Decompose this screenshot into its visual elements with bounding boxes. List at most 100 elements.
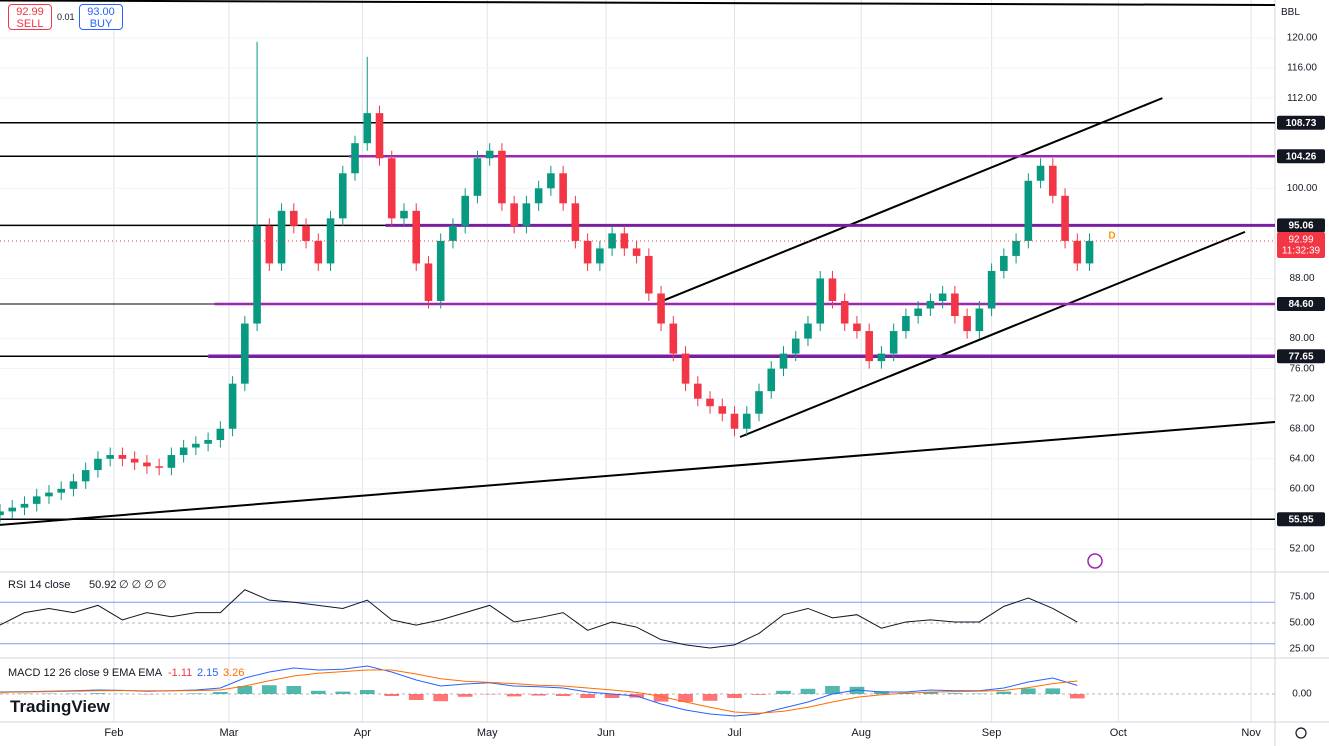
buy-button[interactable]: 93.00 BUY — [79, 4, 123, 30]
candle-body — [963, 316, 971, 332]
logo-text: TradingView — [10, 697, 110, 716]
x-tick-label: Oct — [1110, 727, 1127, 739]
macd-histogram — [1069, 694, 1085, 699]
candle-body — [473, 158, 482, 196]
candle-body — [510, 203, 518, 226]
macd-histogram — [653, 694, 669, 702]
candle-body — [424, 263, 433, 302]
candle-body — [987, 270, 996, 309]
macd-histogram — [237, 686, 253, 694]
rsi-value: 50.92 — [89, 579, 117, 591]
macd-histogram — [727, 694, 742, 698]
candle-body — [755, 391, 763, 414]
candle-body — [1085, 240, 1094, 264]
macd-histogram — [310, 690, 326, 694]
candle-body — [1073, 240, 1082, 264]
candle-body — [902, 316, 910, 332]
y-tick-label: 60.00 — [1289, 483, 1314, 494]
candle-body — [32, 496, 41, 504]
y-tick-label: 120.00 — [1287, 33, 1318, 44]
price-label: 92.99 — [1288, 235, 1313, 246]
candle-body — [767, 368, 776, 392]
candle-body — [8, 507, 17, 512]
candle-body — [363, 113, 372, 144]
level-label-bg — [1277, 297, 1325, 312]
candle-body — [828, 278, 837, 302]
rsi-tick-label: 75.00 — [1289, 592, 1314, 603]
settings-icon — [1295, 727, 1307, 739]
candle-body — [559, 173, 567, 204]
macd-histogram — [90, 693, 106, 694]
y-tick-label: 88.00 — [1289, 273, 1314, 284]
macd-histogram — [678, 694, 693, 702]
candle-body — [645, 255, 653, 294]
x-tick-label: Apr — [354, 727, 371, 739]
x-tick-label: Jun — [597, 727, 615, 739]
signal-line — [0, 669, 1078, 714]
macd-histogram — [433, 694, 449, 702]
rsi-line — [0, 589, 1078, 649]
candle-body — [412, 210, 421, 264]
candle-body — [314, 240, 323, 264]
macd-histogram — [825, 686, 840, 694]
candle-body — [840, 301, 849, 324]
candle-body — [265, 225, 274, 264]
candle-body — [0, 511, 4, 516]
sell-button[interactable]: 92.99 SELL — [8, 4, 52, 30]
candle-body — [253, 225, 261, 324]
candle-body — [706, 398, 714, 407]
macd-histogram — [996, 691, 1012, 694]
candle-body — [938, 293, 947, 302]
candle-body — [534, 188, 543, 204]
candle-body — [657, 293, 665, 324]
y-tick-label: 52.00 — [1289, 544, 1314, 555]
y-tick-label: 76.00 — [1289, 363, 1314, 374]
macd-histogram — [384, 694, 400, 696]
candle-body — [400, 210, 408, 219]
candle-body — [804, 323, 812, 339]
candle-body — [914, 308, 922, 317]
candle-body — [155, 466, 163, 468]
candle-body — [94, 458, 102, 471]
logo: TradingView — [10, 697, 110, 717]
candle-body — [583, 240, 592, 264]
candle-body — [522, 203, 531, 226]
macd-histogram — [531, 694, 546, 696]
candle-body — [69, 481, 78, 489]
candle-body — [693, 383, 702, 399]
candle-body — [167, 455, 176, 468]
macd-title: MACD 12 26 close 9 EMA EMA — [8, 667, 163, 679]
level-label-bg — [1277, 349, 1325, 364]
macd-histogram — [751, 694, 767, 695]
candle-body — [779, 353, 788, 369]
rsi-tick-label: 50.00 — [1289, 618, 1314, 629]
x-tick-label: Feb — [104, 727, 123, 739]
level-label: 84.60 — [1288, 299, 1313, 310]
candle-body — [669, 323, 678, 354]
buy-price: 93.00 — [87, 6, 115, 18]
macd-histogram — [457, 694, 473, 697]
y-tick-label: 80.00 — [1289, 333, 1314, 344]
candle-body — [179, 447, 188, 456]
candle-body — [106, 455, 114, 459]
macd-histogram — [1020, 688, 1036, 694]
countdown: 11:32:39 — [1282, 246, 1321, 257]
y-tick-label: 72.00 — [1289, 393, 1314, 404]
candle-body — [975, 308, 984, 332]
candle-body — [449, 225, 457, 241]
candle-body — [277, 210, 286, 264]
candle-body — [20, 503, 29, 508]
macd-histogram — [213, 692, 228, 694]
candle-body — [204, 440, 212, 444]
level-label-bg — [1277, 218, 1325, 233]
candle-body — [718, 406, 727, 414]
replay-icon — [1087, 553, 1103, 569]
macd-histogram — [286, 686, 302, 694]
candle-body — [228, 383, 237, 429]
candle-body — [1024, 180, 1033, 241]
macd-tick-label: 0.00 — [1292, 689, 1312, 700]
x-tick-label: Aug — [851, 727, 871, 739]
candle-body — [889, 331, 898, 354]
candle-body — [143, 462, 151, 467]
